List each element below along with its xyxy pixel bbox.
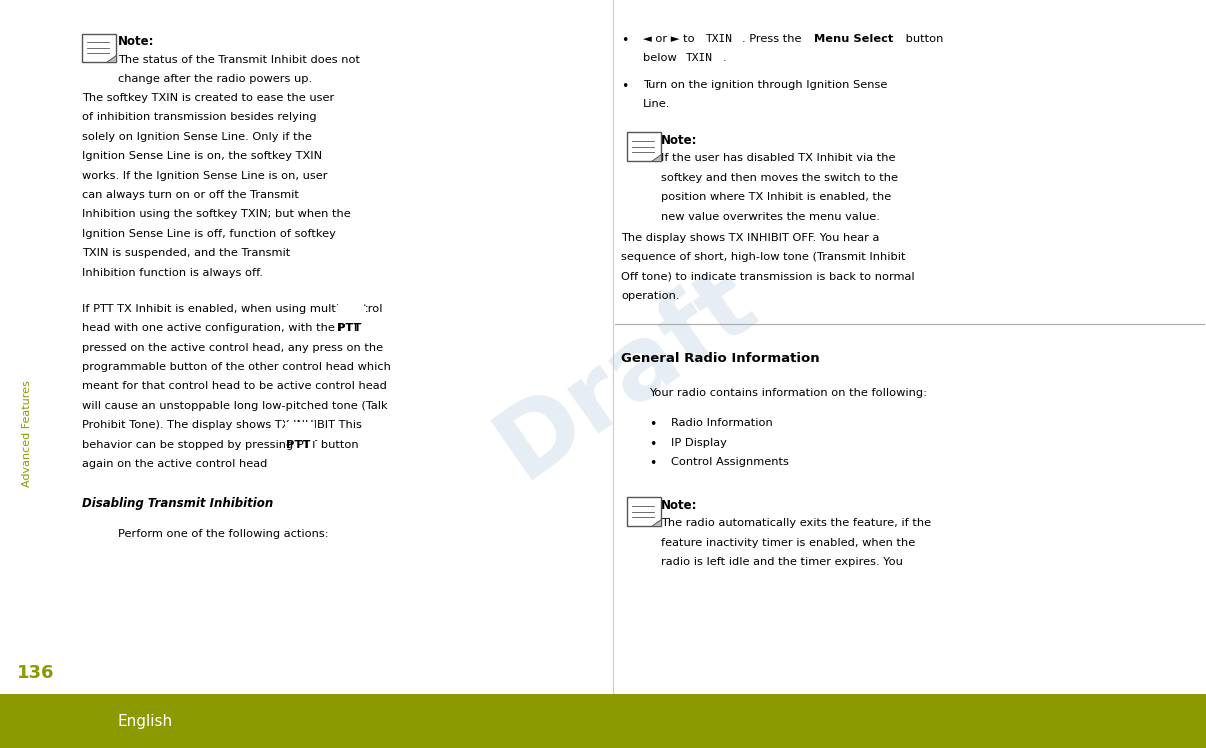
Text: •: • (621, 34, 628, 46)
Text: •: • (649, 438, 656, 450)
Text: General Radio Information: General Radio Information (621, 352, 820, 365)
Text: PTT: PTT (336, 323, 362, 333)
Text: behavior can be stopped by pressing PTT button: behavior can be stopped by pressing PTT … (82, 440, 358, 450)
Text: Perform one of the following actions:: Perform one of the following actions: (118, 529, 329, 539)
Text: sequence of short, high-low tone (Transmit Inhibit: sequence of short, high-low tone (Transm… (621, 252, 906, 262)
Text: Note:: Note: (118, 35, 154, 48)
Text: Line.: Line. (643, 99, 671, 109)
Text: The softkey TXIN is created to ease the user: The softkey TXIN is created to ease the … (82, 93, 334, 102)
Text: Ignition Sense Line is on, the softkey TXIN: Ignition Sense Line is on, the softkey T… (82, 151, 322, 161)
Text: The status of the Transmit Inhibit does not: The status of the Transmit Inhibit does … (118, 55, 361, 64)
Text: radio is left idle and the timer expires. You: radio is left idle and the timer expires… (661, 557, 903, 567)
Text: Turn on the ignition through Ignition Sense: Turn on the ignition through Ignition Se… (643, 80, 888, 90)
Text: 136: 136 (17, 664, 55, 682)
FancyBboxPatch shape (627, 132, 661, 161)
Text: Disabling Transmit Inhibition: Disabling Transmit Inhibition (82, 497, 274, 510)
FancyBboxPatch shape (627, 497, 661, 526)
Text: works. If the Ignition Sense Line is on, user: works. If the Ignition Sense Line is on,… (82, 171, 328, 180)
Polygon shape (651, 154, 661, 161)
Text: If the user has disabled TX Inhibit via the: If the user has disabled TX Inhibit via … (661, 153, 895, 163)
Text: feature inactivity timer is enabled, when the: feature inactivity timer is enabled, whe… (661, 538, 915, 548)
Text: Prohibit Tone). The display shows TX INHIBIT This: Prohibit Tone). The display shows TX INH… (82, 420, 362, 430)
Text: head with one active configuration, with the PTT: head with one active configuration, with… (82, 323, 359, 333)
Text: TXIN: TXIN (706, 34, 732, 43)
Text: Advanced Features: Advanced Features (22, 381, 31, 487)
Text: again on the active control head: again on the active control head (82, 459, 268, 469)
FancyBboxPatch shape (82, 34, 116, 62)
Text: of inhibition transmission besides relying: of inhibition transmission besides relyi… (82, 112, 317, 122)
Text: The display shows TX INHIBIT OFF. You hear a: The display shows TX INHIBIT OFF. You he… (621, 233, 879, 242)
Text: •: • (621, 80, 628, 93)
Text: can always turn on or off the Transmit: can always turn on or off the Transmit (82, 190, 299, 200)
Text: change after the radio powers up.: change after the radio powers up. (118, 74, 312, 84)
Text: position where TX Inhibit is enabled, the: position where TX Inhibit is enabled, th… (661, 192, 891, 202)
Text: programmable button of the other control head which: programmable button of the other control… (82, 362, 391, 372)
Text: operation.: operation. (621, 291, 680, 301)
Polygon shape (106, 55, 116, 62)
Text: meant for that control head to be active control head: meant for that control head to be active… (82, 381, 387, 391)
Text: Inhibition using the softkey TXIN; but when the: Inhibition using the softkey TXIN; but w… (82, 209, 351, 219)
Text: .: . (722, 53, 726, 63)
Text: If PTT TX Inhibit is enabled, when using multi control: If PTT TX Inhibit is enabled, when using… (82, 304, 382, 313)
Text: PTT: PTT (286, 440, 310, 450)
Bar (335, 306, 367, 324)
Text: softkey and then moves the switch to the: softkey and then moves the switch to the (661, 173, 898, 183)
Text: Note:: Note: (661, 499, 697, 512)
Text: •: • (649, 457, 656, 470)
Text: Your radio contains information on the following:: Your radio contains information on the f… (649, 388, 927, 398)
Text: new value overwrites the menu value.: new value overwrites the menu value. (661, 212, 879, 221)
Text: Menu Select: Menu Select (814, 34, 894, 43)
Text: . Press the: . Press the (742, 34, 804, 43)
Text: IP Display: IP Display (671, 438, 726, 447)
Text: English: English (117, 714, 172, 729)
Text: The radio automatically exits the feature, if the: The radio automatically exits the featur… (661, 518, 931, 528)
Text: Ignition Sense Line is off, function of softkey: Ignition Sense Line is off, function of … (82, 229, 336, 239)
Bar (285, 423, 315, 441)
Text: Draft: Draft (480, 251, 774, 497)
Text: button: button (902, 34, 943, 43)
Text: pressed on the active control head, any press on the: pressed on the active control head, any … (82, 343, 384, 352)
Text: below: below (643, 53, 680, 63)
Text: Inhibition function is always off.: Inhibition function is always off. (82, 268, 263, 278)
Text: Control Assignments: Control Assignments (671, 457, 789, 467)
Bar (0, 694, 1206, 748)
Text: will cause an unstoppable long low-pitched tone (Talk: will cause an unstoppable long low-pitch… (82, 401, 387, 411)
Text: TXIN is suspended, and the Transmit: TXIN is suspended, and the Transmit (82, 248, 291, 258)
Text: Off tone) to indicate transmission is back to normal: Off tone) to indicate transmission is ba… (621, 272, 914, 281)
Text: solely on Ignition Sense Line. Only if the: solely on Ignition Sense Line. Only if t… (82, 132, 312, 141)
Text: Note:: Note: (661, 134, 697, 147)
Text: ◄ or ► to: ◄ or ► to (643, 34, 698, 43)
Polygon shape (651, 519, 661, 526)
Text: TXIN: TXIN (686, 53, 713, 63)
Text: •: • (649, 418, 656, 431)
Text: Radio Information: Radio Information (671, 418, 772, 428)
